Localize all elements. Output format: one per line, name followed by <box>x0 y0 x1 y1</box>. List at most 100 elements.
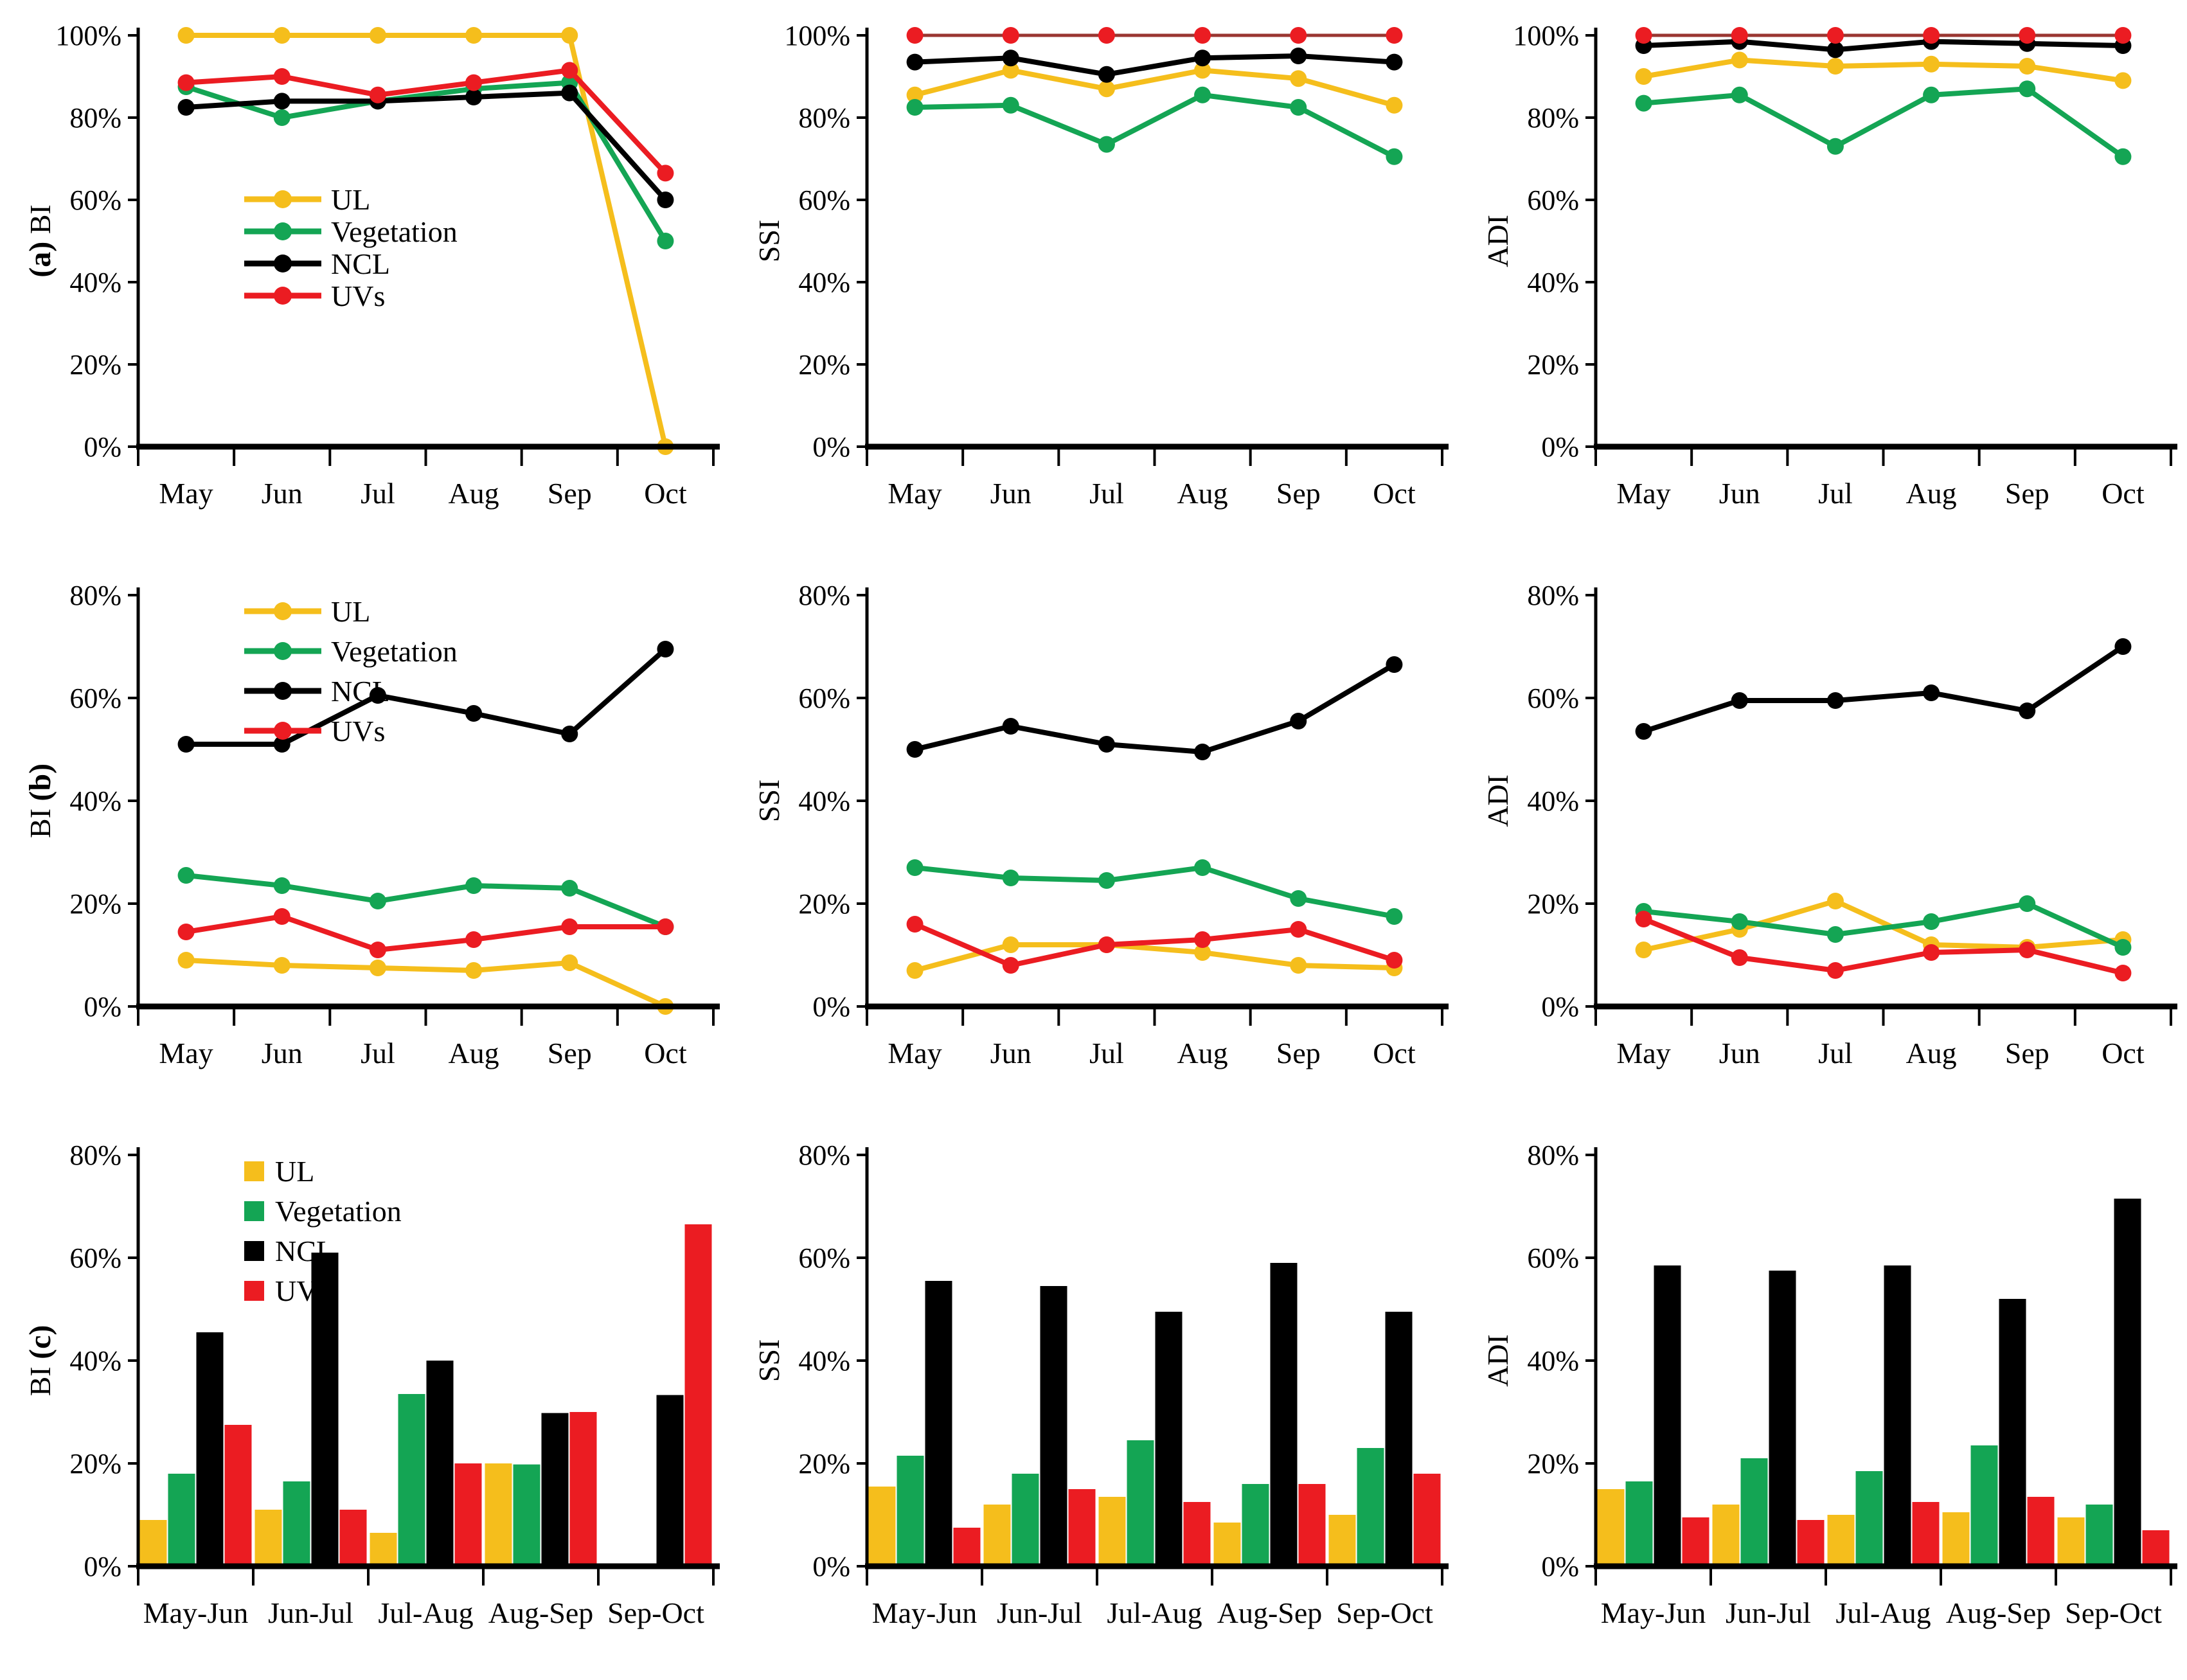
x-tick-label: May-Jun <box>1601 1596 1706 1629</box>
series-ul <box>1635 51 2132 89</box>
data-point <box>1923 27 1940 44</box>
data-point <box>1194 86 1211 103</box>
x-tick-label: May <box>1616 477 1670 510</box>
data-point <box>177 924 195 940</box>
y-tick-label: 40% <box>798 267 850 298</box>
legend: UL Vegetation NCL UVs <box>244 1155 402 1307</box>
data-point <box>273 93 290 110</box>
axis-title-adi: ADI <box>1481 215 1514 267</box>
series-line <box>1643 86 2125 159</box>
series-ncl <box>177 641 674 753</box>
y-tick-label: 20% <box>1527 888 1579 920</box>
y-tick-label: 20% <box>1527 1448 1579 1479</box>
bar <box>541 1413 569 1566</box>
axes <box>136 1147 720 1569</box>
y-tick-label: 20% <box>798 349 850 380</box>
data-point <box>1290 921 1307 938</box>
axis-title-adi: ADI <box>1481 774 1514 827</box>
x-tick-label: Jun <box>262 477 303 510</box>
legend-item-vegetation: Vegetation <box>244 1195 402 1228</box>
data-point <box>1002 62 1019 79</box>
axis-title-adi: ADI <box>1481 1334 1514 1387</box>
data-point <box>1098 66 1115 83</box>
data-point <box>273 908 290 925</box>
data-point <box>2019 58 2036 75</box>
legend-marker <box>274 287 292 305</box>
data-point <box>177 99 195 116</box>
data-point <box>1194 931 1211 948</box>
metric-label: BI <box>24 204 57 242</box>
bar <box>1155 1312 1183 1566</box>
x-tick-label: May <box>888 477 942 510</box>
x-tick-label: Jul-Aug <box>1835 1596 1931 1629</box>
data-point <box>369 893 386 909</box>
data-point <box>2114 638 2132 655</box>
y-tick-label: 80% <box>798 580 850 611</box>
y-tick-label: 100% <box>1513 20 1579 51</box>
data-point <box>1386 656 1403 673</box>
data-point <box>1731 51 1748 69</box>
series-line <box>915 865 1395 919</box>
x-tick-label: May <box>159 477 213 510</box>
y-axis-ticks: 0% 20% 40% 60% 80% <box>798 1139 867 1582</box>
x-tick-label: Oct <box>644 1037 687 1069</box>
x-tick-label: Aug-Sep <box>1217 1596 1323 1629</box>
data-point <box>1731 913 1748 930</box>
data-point <box>273 68 290 85</box>
data-point <box>1731 86 1748 103</box>
x-axis-ticks: May Jun Jul Aug Sep Oct <box>866 449 1443 510</box>
series-group <box>906 27 1403 165</box>
x-tick-label: May-Jun <box>143 1596 249 1629</box>
x-tick-label: Jun-Jul <box>997 1596 1082 1629</box>
x-tick-label: Oct <box>644 477 687 510</box>
y-tick-label: 60% <box>69 683 121 714</box>
x-tick-label: Aug-Sep <box>1946 1596 2051 1629</box>
x-tick-label: May <box>1616 1037 1670 1069</box>
panel-letter: (b) <box>23 764 57 801</box>
panel-a-adi: 0% 20% 40% 60% 80% 100% May Jun Jul Aug Sep Oct ADI <box>1458 0 2186 560</box>
bar <box>1942 1512 1970 1566</box>
data-point <box>1923 944 1940 961</box>
series-line <box>1643 916 2124 976</box>
legend-square-swatch <box>244 1241 264 1261</box>
x-tick-label: Jul <box>1818 1037 1853 1069</box>
legend-square-swatch <box>244 1161 264 1181</box>
chart-a-bi-line: 0% 20% 40% 60% 80% 100% May Jun Jul Aug Sep Oct (a) … <box>23 20 720 510</box>
data-point <box>2114 965 2132 981</box>
data-point <box>657 641 674 657</box>
data-point <box>369 960 386 976</box>
bar <box>983 1505 1011 1566</box>
x-axis-ticks: May Jun Jul Aug Sep Oct <box>1594 449 2172 510</box>
chart-b-ssi-line: 0% 20% 40% 60% 80% May Jun Jul Aug Sep Oct SSI <box>753 580 1449 1069</box>
series-ncl <box>925 1263 1413 1566</box>
axes <box>1594 1147 2177 1569</box>
bar <box>1098 1497 1126 1566</box>
y-tick-label: 40% <box>69 785 121 817</box>
data-point <box>657 918 674 935</box>
legend-label: Vegetation <box>331 215 458 248</box>
series-line <box>186 647 668 747</box>
data-point <box>1194 744 1211 760</box>
bar <box>1970 1445 1998 1566</box>
axes <box>136 587 720 1010</box>
data-point <box>2019 27 2036 44</box>
series-ncl <box>906 656 1403 760</box>
data-point <box>369 942 386 958</box>
series-group <box>177 641 674 1015</box>
data-point <box>2114 148 2132 165</box>
bar <box>370 1533 397 1566</box>
chart-c-ssi-bars: 0% 20% 40% 60% 80% May-Jun Jun-Jul Jul-Aug Aug-S… <box>753 1139 1449 1629</box>
bar <box>426 1361 454 1566</box>
y-tick-label: 40% <box>69 1345 121 1377</box>
data-point <box>2019 895 2036 912</box>
data-point <box>1826 893 1844 909</box>
data-point <box>906 53 924 71</box>
data-point <box>465 931 483 948</box>
y-axis-ticks: 0% 20% 40% 60% 80% <box>1527 1139 1596 1582</box>
series-ncl <box>177 84 674 208</box>
bar <box>1328 1515 1356 1566</box>
data-point <box>657 165 674 182</box>
series-uvs <box>224 1224 712 1566</box>
series-vegetation <box>168 1394 540 1566</box>
data-point <box>906 962 924 979</box>
